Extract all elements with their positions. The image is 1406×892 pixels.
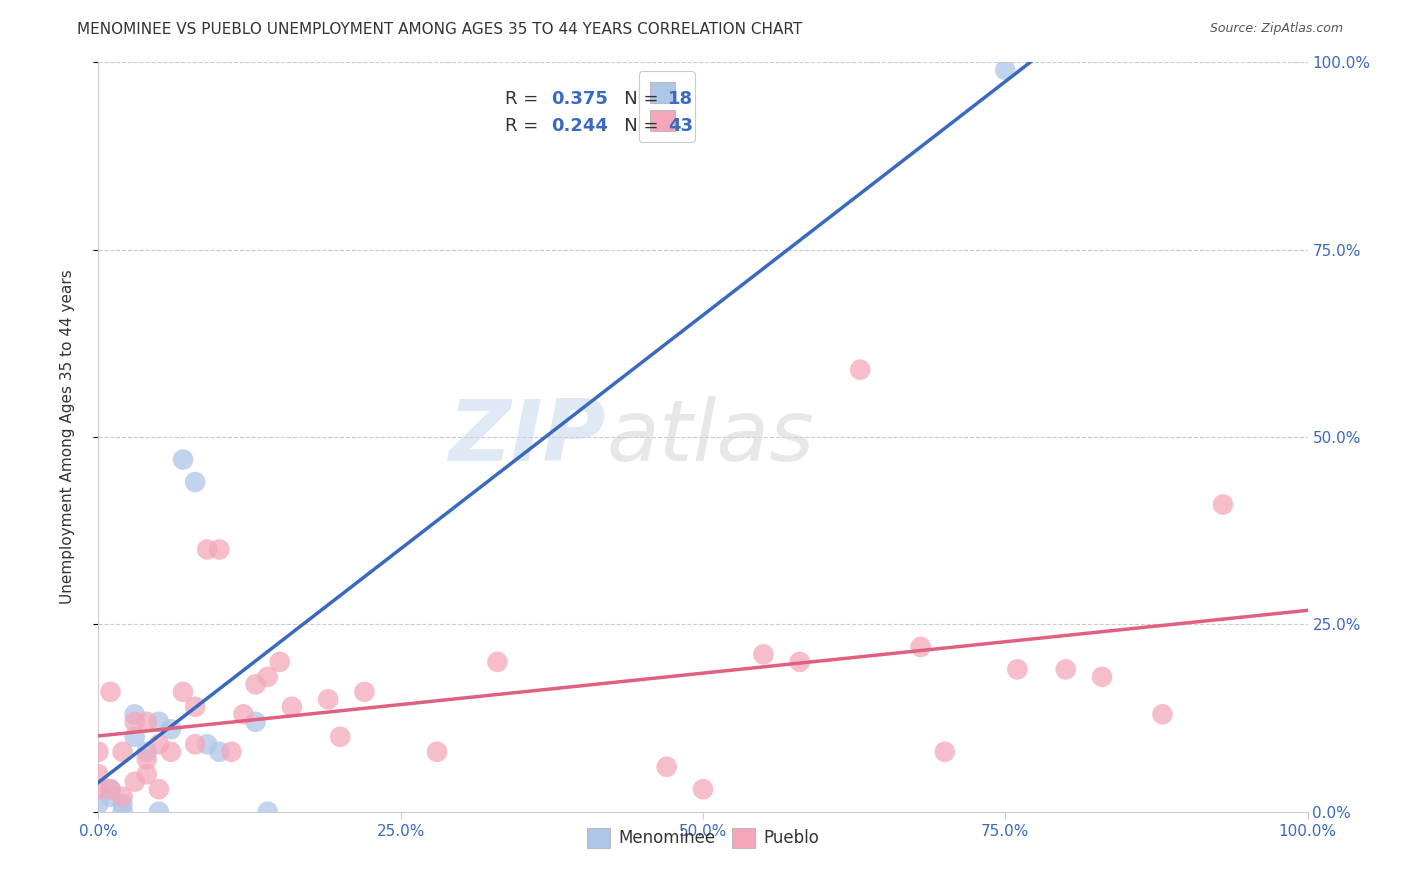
- Point: [245, 714, 267, 729]
- Point: [135, 714, 157, 729]
- Point: [124, 707, 146, 722]
- Point: [100, 782, 122, 797]
- Point: [160, 745, 183, 759]
- Point: [184, 475, 207, 489]
- Point: [316, 692, 339, 706]
- Point: [655, 760, 678, 774]
- Point: [87, 782, 110, 797]
- Point: [256, 670, 278, 684]
- Point: [148, 782, 170, 797]
- Text: ZIP: ZIP: [449, 395, 606, 479]
- Point: [100, 782, 122, 797]
- Point: [124, 730, 146, 744]
- Point: [994, 62, 1017, 77]
- Point: [148, 737, 170, 751]
- Text: Source: ZipAtlas.com: Source: ZipAtlas.com: [1209, 22, 1343, 36]
- Point: [100, 789, 122, 804]
- Text: 0.244: 0.244: [551, 117, 607, 135]
- Text: N =: N =: [607, 117, 665, 135]
- Point: [135, 752, 157, 766]
- Point: [195, 737, 218, 751]
- Point: [135, 767, 157, 781]
- Point: [172, 685, 194, 699]
- Point: [934, 745, 956, 759]
- Point: [111, 789, 134, 804]
- Point: [1152, 707, 1174, 722]
- Point: [329, 730, 352, 744]
- Point: [486, 655, 509, 669]
- Text: MENOMINEE VS PUEBLO UNEMPLOYMENT AMONG AGES 35 TO 44 YEARS CORRELATION CHART: MENOMINEE VS PUEBLO UNEMPLOYMENT AMONG A…: [77, 22, 803, 37]
- Point: [160, 723, 183, 737]
- Point: [111, 745, 134, 759]
- Point: [172, 452, 194, 467]
- Point: [148, 805, 170, 819]
- Point: [195, 542, 218, 557]
- Point: [245, 677, 267, 691]
- Point: [232, 707, 254, 722]
- Point: [1007, 662, 1029, 676]
- Point: [124, 774, 146, 789]
- Text: 0.375: 0.375: [551, 90, 607, 108]
- Point: [111, 805, 134, 819]
- Point: [100, 685, 122, 699]
- Point: [135, 745, 157, 759]
- Point: [184, 737, 207, 751]
- Point: [87, 767, 110, 781]
- Legend: Menominee, Pueblo: Menominee, Pueblo: [578, 820, 828, 855]
- Point: [256, 805, 278, 819]
- Point: [148, 714, 170, 729]
- Point: [849, 362, 872, 376]
- Text: 43: 43: [668, 117, 693, 135]
- Point: [281, 699, 304, 714]
- Y-axis label: Unemployment Among Ages 35 to 44 years: Unemployment Among Ages 35 to 44 years: [60, 269, 75, 605]
- Point: [752, 648, 775, 662]
- Point: [87, 797, 110, 812]
- Point: [426, 745, 449, 759]
- Text: R =: R =: [505, 117, 544, 135]
- Point: [124, 714, 146, 729]
- Text: N =: N =: [607, 90, 665, 108]
- Text: 18: 18: [668, 90, 693, 108]
- Point: [87, 745, 110, 759]
- Point: [184, 699, 207, 714]
- Text: R =: R =: [505, 90, 544, 108]
- Point: [208, 745, 231, 759]
- Point: [1054, 662, 1077, 676]
- Point: [269, 655, 291, 669]
- Point: [111, 797, 134, 812]
- Text: atlas: atlas: [606, 395, 814, 479]
- Point: [221, 745, 243, 759]
- Point: [1212, 498, 1234, 512]
- Point: [1091, 670, 1114, 684]
- Point: [692, 782, 714, 797]
- Point: [789, 655, 811, 669]
- Point: [910, 640, 932, 654]
- Point: [208, 542, 231, 557]
- Point: [353, 685, 375, 699]
